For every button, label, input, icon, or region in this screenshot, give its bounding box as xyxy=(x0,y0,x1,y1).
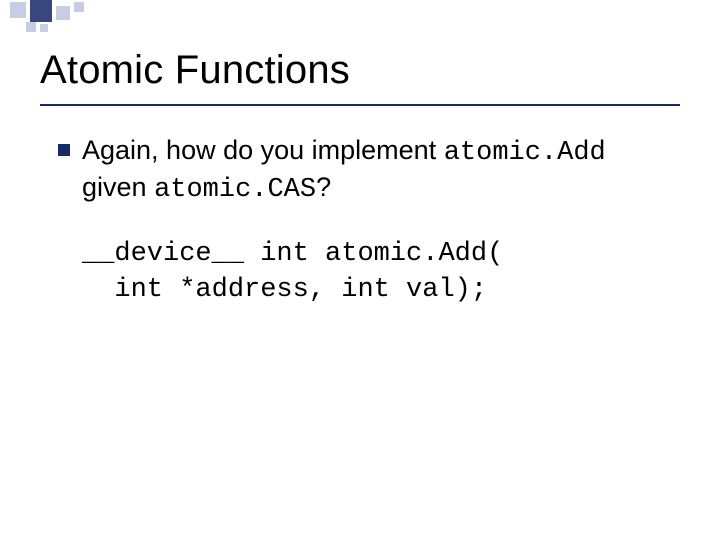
bullet-line1-plain: Again, how do you implement xyxy=(82,135,444,165)
body-content: Again, how do you implement atomic.Add g… xyxy=(58,134,678,208)
bullet-text: Again, how do you implement atomic.Add g… xyxy=(82,134,606,208)
title-underline xyxy=(40,104,680,106)
deco-square xyxy=(26,22,36,32)
deco-square xyxy=(74,2,84,12)
corner-decoration xyxy=(0,0,160,30)
deco-square xyxy=(40,24,48,32)
square-bullet-icon xyxy=(58,144,70,156)
code-block: __device__ int atomic.Add( int *address,… xyxy=(82,236,503,309)
bullet-line2-qmark: ? xyxy=(316,172,331,202)
code-line-2: int *address, int val); xyxy=(82,275,487,305)
bullet-line2-code: atomic.CAS xyxy=(154,175,316,205)
deco-square xyxy=(10,2,26,18)
bullet-line2-plain: given xyxy=(82,172,154,202)
bullet-item: Again, how do you implement atomic.Add g… xyxy=(58,134,678,208)
bullet-line1-code: atomic.Add xyxy=(444,138,606,168)
slide-title: Atomic Functions xyxy=(40,48,350,93)
deco-square xyxy=(30,0,52,22)
deco-square xyxy=(56,6,70,20)
slide: Atomic Functions Again, how do you imple… xyxy=(0,0,720,540)
code-line-1: __device__ int atomic.Add( xyxy=(82,239,503,269)
